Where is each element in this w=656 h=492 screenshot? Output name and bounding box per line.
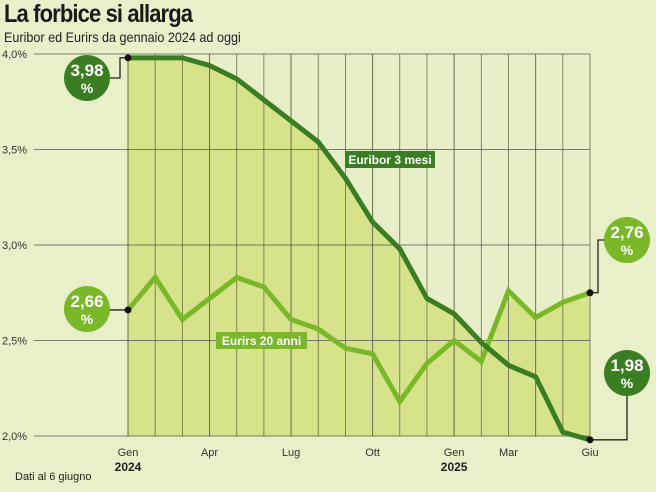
series-line-euribor <box>128 55 591 443</box>
euribor-start-connector <box>108 57 128 79</box>
chart-title: La forbice si allarga <box>4 0 193 28</box>
y-tick-label: 3,5% <box>2 145 27 157</box>
source-note: Dati al 6 giugno <box>15 471 92 483</box>
x-tick-label: Apr <box>201 447 218 459</box>
euribor-end-badge <box>604 350 650 396</box>
x-tick-label: Lug <box>282 447 300 459</box>
eurirs-end-value: 2,76 <box>610 223 643 242</box>
euribor-legend-label: Euribor 3 mesi <box>348 153 431 167</box>
euribor-end-connector <box>590 396 628 441</box>
x-tick-label: Ott <box>365 447 380 459</box>
endpoint-dot <box>586 436 594 444</box>
area-fill-1 <box>128 277 590 436</box>
x-tick-label: Gen <box>118 447 139 459</box>
x-tick-label: Gen <box>444 447 465 459</box>
y-tick-label: 2,0% <box>2 431 27 443</box>
euribor-end-value: 1,98 <box>610 356 643 375</box>
chart-subtitle: Euribor ed Eurirs da gennaio 2024 ad ogg… <box>4 29 241 45</box>
eurirs-start-percent: % <box>81 311 94 327</box>
endpoint-dot <box>124 306 132 314</box>
x-year-label: 2024 <box>115 460 142 474</box>
y-tick-label: 2,5% <box>2 336 27 348</box>
eurirs-start-value: 2,66 <box>70 292 103 311</box>
endpoint-dot <box>586 289 594 297</box>
endpoint-dot <box>124 54 132 62</box>
x-tick-label: Mar <box>499 447 518 459</box>
y-tick-label: 3,0% <box>2 240 27 252</box>
eurirs-legend-label: Eurirs 20 anni <box>222 334 301 348</box>
eurirs-end-percent: % <box>621 242 634 258</box>
eurirs-end-connector <box>590 239 606 294</box>
eurirs-legend-box <box>216 332 307 349</box>
x-tick-label: Giu <box>581 447 598 459</box>
y-tick-label: 4,0% <box>2 49 27 61</box>
eurirs-start-badge <box>64 286 110 332</box>
euribor-start-value: 3,98 <box>70 61 103 80</box>
euribor-legend-box <box>345 151 435 168</box>
series-line-eurirs <box>126 273 591 407</box>
x-year-label: 2025 <box>441 460 468 474</box>
euribor-start-percent: % <box>81 80 94 96</box>
eurirs-end-badge <box>604 217 650 263</box>
euribor-start-badge <box>64 55 110 101</box>
euribor-end-percent: % <box>621 375 634 391</box>
